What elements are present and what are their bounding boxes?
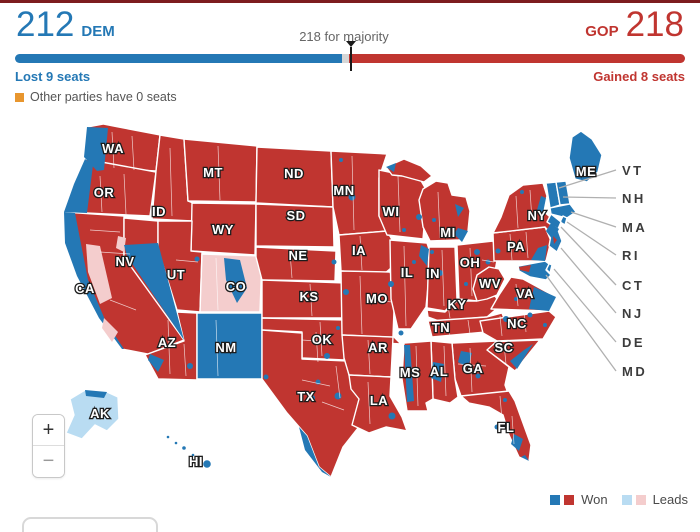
- zoom-out-button[interactable]: −: [33, 446, 64, 477]
- majority-threshold-label: 218 for majority: [299, 29, 389, 44]
- legend-leads-label: Leads: [652, 492, 688, 507]
- dem-leads-swatch-icon: [621, 494, 632, 505]
- callout-label-CT: CT: [622, 278, 644, 293]
- state-label-AL: AL: [430, 364, 448, 379]
- dem-won-swatch-icon: [550, 494, 561, 505]
- callout-label-NJ: NJ: [622, 306, 644, 321]
- state-label-NY: NY: [527, 208, 546, 223]
- other-party-swatch-icon: [15, 92, 24, 102]
- state-label-NE: NE: [288, 248, 307, 263]
- state-label-IL: IL: [401, 265, 414, 280]
- legend-won-label: Won: [581, 492, 608, 507]
- state-WV[interactable]: [472, 266, 506, 302]
- state-label-OH: OH: [460, 255, 481, 270]
- callout-label-RI: RI: [622, 248, 640, 263]
- state-label-AZ: AZ: [158, 335, 176, 350]
- state-label-CA: CA: [75, 281, 95, 296]
- state-MI[interactable]: [385, 158, 471, 242]
- dem-total: 212 DEM: [16, 5, 115, 45]
- gop-leads-swatch-icon: [635, 494, 646, 505]
- top-accent-rule: [0, 0, 700, 3]
- zoom-in-button[interactable]: +: [33, 415, 64, 446]
- callout-leader-lines: [545, 169, 617, 372]
- state-label-MI: MI: [440, 225, 455, 240]
- bottom-left-panel: [22, 517, 158, 532]
- callout-label-VT: VT: [622, 163, 644, 178]
- gop-won-swatch-icon: [564, 494, 575, 505]
- state-IL[interactable]: [389, 239, 432, 330]
- gop-seat-count: 218: [625, 5, 684, 44]
- map-zoom-control: + −: [32, 414, 65, 478]
- seat-bar-dem-segment: [15, 54, 342, 63]
- callout-label-NH: NH: [622, 191, 646, 206]
- state-MA[interactable]: [549, 203, 577, 219]
- state-label-OR: OR: [94, 185, 115, 200]
- callout-label-MD: MD: [622, 364, 647, 379]
- majority-marker-triangle-icon: [345, 41, 356, 47]
- state-label-SD: SD: [286, 208, 305, 223]
- state-label-MS: MS: [400, 365, 421, 380]
- callout-label-DE: DE: [622, 335, 645, 350]
- state-SD[interactable]: [255, 203, 335, 248]
- dem-party-label: DEM: [81, 23, 115, 40]
- state-label-HI: HI: [189, 454, 203, 469]
- gop-party-label: GOP: [585, 23, 619, 40]
- seat-bar-undecided-segment: [341, 54, 350, 63]
- state-label-WI: WI: [383, 204, 400, 219]
- dem-seat-count: 212: [16, 5, 75, 44]
- map-legend: Won Leads: [550, 492, 688, 507]
- state-label-ID: ID: [152, 204, 166, 219]
- other-parties-note: Other parties have 0 seats: [15, 90, 177, 104]
- district-boundary-lines: [89, 131, 561, 445]
- state-label-ND: ND: [284, 166, 304, 181]
- state-label-ME: ME: [576, 164, 597, 179]
- state-IA[interactable]: [338, 230, 395, 275]
- state-label-WY: WY: [212, 222, 234, 237]
- state-label-UT: UT: [167, 267, 185, 282]
- state-HI[interactable]: [165, 434, 213, 470]
- state-label-TX: TX: [297, 389, 315, 404]
- callout-state-labels: VT NH MA RI CT NJ DE MD: [622, 163, 647, 379]
- state-labels: WA OR CA NV ID MT WY UT CO AZ NM ND SD NE KS OK TX MN IA MO…: [74, 140, 597, 471]
- state-label-NV: NV: [115, 254, 134, 269]
- dem-change-label: Lost 9 seats: [15, 69, 91, 84]
- state-label-AK: AK: [90, 406, 110, 421]
- state-RI[interactable]: [559, 215, 568, 226]
- state-label-LA: LA: [370, 393, 388, 408]
- state-label-KY: KY: [447, 297, 466, 312]
- gop-total: GOP 218: [585, 5, 684, 45]
- state-label-MT: MT: [203, 165, 223, 180]
- state-ME[interactable]: [568, 130, 603, 183]
- state-label-MN: MN: [333, 183, 354, 198]
- majority-marker-line: [349, 47, 352, 71]
- seat-bar-gop-segment: [349, 54, 685, 63]
- other-parties-text: Other parties have 0 seats: [30, 90, 177, 104]
- state-label-WV: WV: [479, 276, 501, 291]
- state-label-OK: OK: [312, 332, 333, 347]
- state-label-NC: NC: [507, 316, 527, 331]
- callout-label-MA: MA: [622, 220, 647, 235]
- seat-bar: [15, 41, 685, 71]
- state-label-FL: FL: [498, 420, 515, 435]
- state-label-NM: NM: [215, 340, 236, 355]
- state-label-SC: SC: [494, 340, 513, 355]
- state-label-WA: WA: [102, 141, 124, 156]
- state-label-CO: CO: [226, 279, 247, 294]
- state-label-IN: IN: [426, 266, 440, 281]
- state-MD[interactable]: [517, 260, 552, 281]
- gop-change-label: Gained 8 seats: [593, 69, 685, 84]
- state-label-VA: VA: [516, 286, 534, 301]
- state-label-PA: PA: [507, 239, 525, 254]
- state-label-TN: TN: [432, 320, 450, 335]
- state-label-IA: IA: [352, 243, 366, 258]
- state-label-MO: MO: [366, 291, 388, 306]
- state-label-GA: GA: [463, 361, 484, 376]
- state-label-AR: AR: [368, 340, 388, 355]
- state-label-KS: KS: [299, 289, 318, 304]
- district-overlays: [64, 127, 559, 477]
- state-NE[interactable]: [255, 246, 337, 282]
